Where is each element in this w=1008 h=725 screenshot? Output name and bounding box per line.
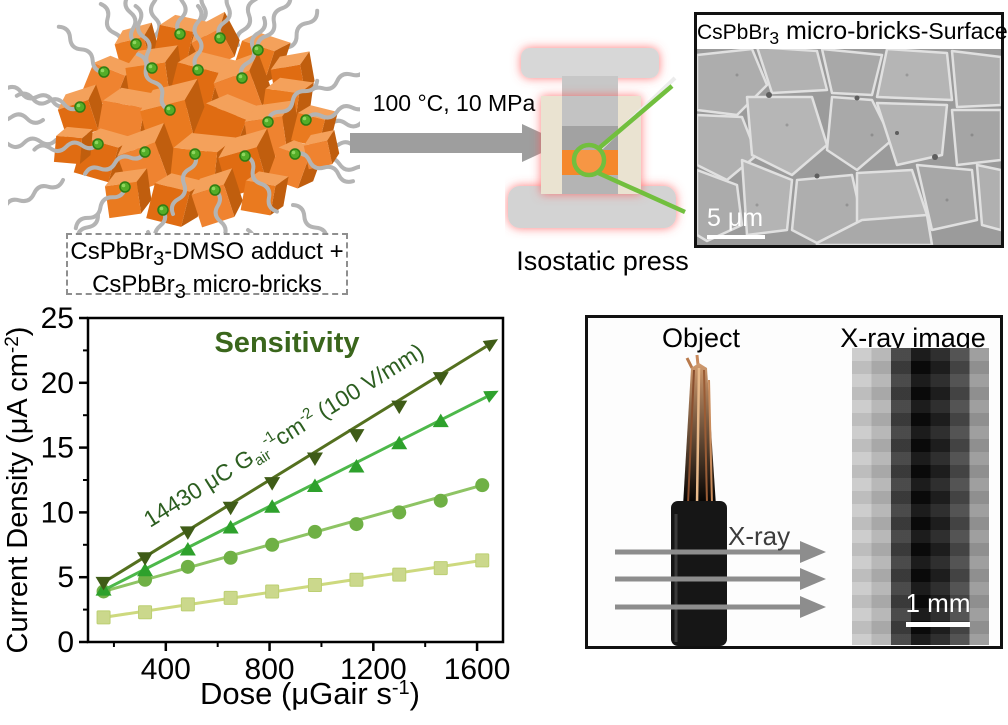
sem-scale-bar: 5 μm [707, 206, 765, 239]
adduct-label-box: CsPbBr3-DMSO adduct + CsPbBr3 micro-bric… [66, 233, 348, 303]
adduct-label-line2: CsPbBr3 micro-bricks [92, 270, 322, 303]
svg-text:800: 800 [245, 653, 295, 686]
magnifier-line-lower [595, 169, 686, 215]
press-top-platen [521, 48, 659, 78]
svg-text:1600: 1600 [444, 653, 511, 686]
xray-scale-bar: 1 mm [888, 590, 988, 627]
xray-beam-arrows [615, 541, 826, 618]
svg-text:20: 20 [41, 367, 74, 400]
sem-image [695, 15, 1003, 247]
xray-demo-panel: Object X-ray image X-ray 1 mm [585, 315, 1003, 649]
chart-y-axis-label: Current Density (μA cm-2) [2, 327, 34, 654]
svg-text:15: 15 [41, 432, 74, 465]
chart-axes: 400 800 1200 1600 0 5 10 15 20 25 [41, 305, 511, 686]
svg-text:0: 0 [57, 626, 74, 659]
sem-scale-bar-line [707, 235, 765, 239]
micro-bricks-illustration [8, 0, 360, 246]
copper-strands [683, 354, 716, 506]
xray-radiograph [852, 348, 989, 645]
press-sample [562, 150, 618, 175]
svg-text:5: 5 [57, 561, 74, 594]
wire-insulation [671, 501, 727, 646]
svg-text:25: 25 [41, 305, 74, 335]
svg-text:400: 400 [141, 653, 191, 686]
object-label: Object [661, 323, 741, 353]
xray-scale-bar-line [906, 622, 970, 627]
chart-x-axis-label: Dose (μGair s-1) [200, 676, 420, 711]
magnifier-line-upper [596, 84, 674, 151]
chart-title: Sensitivity [214, 327, 359, 359]
wire-object-image [615, 354, 826, 646]
adduct-label-line1: CsPbBr3-DMSO adduct + [70, 238, 344, 270]
chart-annotation: 14430 μC Gair-1cm-2 (100 V/mm) [138, 337, 430, 536]
press-bottom-platen [508, 186, 676, 228]
sem-panel: CsPbBr3 micro-bricks-Surface 5 μm [694, 12, 1008, 248]
svg-text:10: 10 [41, 496, 74, 529]
dose-response-chart: 400 800 1200 1600 0 5 10 15 20 25 Sensitivity 144… [2, 305, 511, 711]
press-lower-column [562, 175, 618, 194]
process-conditions-label: 100 °C, 10 MPa [372, 90, 536, 116]
chart-series [95, 339, 499, 625]
magnifier-circle-icon [571, 142, 607, 178]
isostatic-press-illustration [508, 48, 686, 228]
xray-beam-label: X-ray [728, 521, 791, 551]
sem-title: CsPbBr3 micro-bricks-Surface [697, 15, 1008, 49]
svg-text:1200: 1200 [340, 653, 407, 686]
press-label: Isostatic press [516, 246, 689, 276]
